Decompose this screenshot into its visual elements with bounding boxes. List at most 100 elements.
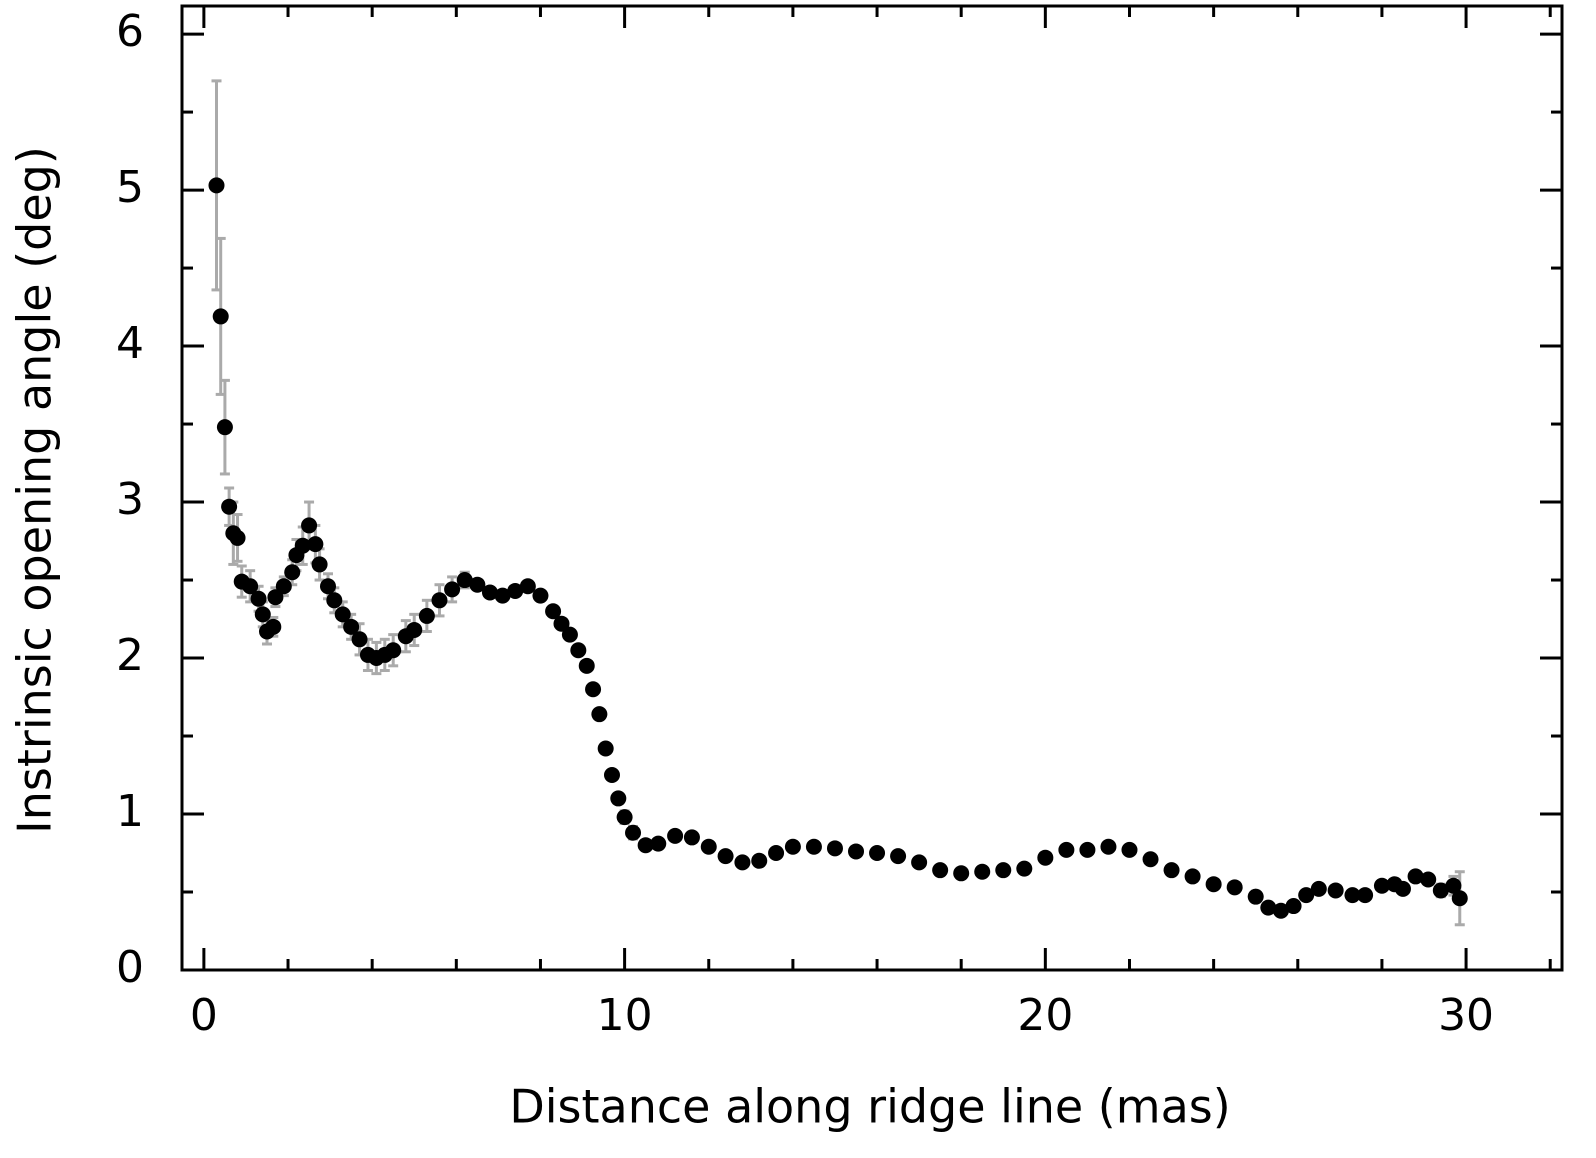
point — [343, 618, 360, 635]
x-tick-label: 30 — [1438, 990, 1494, 1041]
point — [456, 572, 473, 589]
point — [1079, 841, 1096, 858]
point — [1445, 877, 1462, 894]
point — [1016, 860, 1033, 877]
point — [616, 809, 633, 826]
point — [953, 865, 970, 882]
point — [431, 592, 448, 609]
point — [683, 829, 700, 846]
point — [700, 838, 717, 855]
point — [1344, 887, 1361, 904]
point — [307, 536, 324, 553]
point — [494, 587, 511, 604]
point — [1407, 868, 1424, 885]
point — [444, 581, 461, 598]
point — [1373, 877, 1390, 894]
point — [507, 582, 524, 599]
point — [275, 578, 292, 595]
point — [1272, 902, 1289, 919]
y-axis-label: Instrinsic opening angle (deg) — [8, 146, 62, 834]
point — [1226, 879, 1243, 896]
point — [974, 863, 991, 880]
point — [319, 578, 336, 595]
point — [650, 835, 667, 852]
plot-frame — [180, 4, 1564, 972]
point — [326, 592, 343, 609]
point — [311, 556, 328, 573]
point — [553, 615, 570, 632]
point — [1121, 841, 1138, 858]
point — [385, 642, 402, 659]
point — [545, 603, 562, 620]
point — [932, 862, 949, 879]
point — [1260, 899, 1277, 916]
point — [848, 843, 865, 860]
point — [637, 837, 654, 854]
y-tick-label: 3 — [116, 474, 144, 525]
point — [911, 854, 928, 871]
point — [242, 578, 259, 595]
point — [301, 517, 318, 534]
y-tick-label: 4 — [116, 318, 144, 369]
point — [717, 848, 734, 865]
point — [734, 854, 751, 871]
point — [532, 587, 549, 604]
point — [481, 584, 498, 601]
point — [267, 589, 284, 606]
point — [561, 626, 578, 643]
point — [1298, 887, 1315, 904]
point — [229, 529, 246, 546]
point — [1432, 882, 1449, 899]
point — [284, 564, 301, 581]
point — [597, 740, 614, 757]
point — [591, 706, 608, 723]
point — [570, 642, 587, 659]
point — [250, 590, 267, 607]
point — [585, 681, 602, 698]
point — [1205, 876, 1222, 893]
point — [1100, 838, 1117, 855]
point — [1037, 849, 1054, 866]
point — [784, 838, 801, 855]
point — [334, 606, 351, 623]
x-tick-label: 0 — [190, 990, 218, 1041]
point — [519, 578, 536, 595]
x-tick-label: 10 — [597, 990, 653, 1041]
point — [1327, 882, 1344, 899]
point — [1310, 880, 1327, 897]
point — [1142, 851, 1159, 868]
y-tick-label: 1 — [116, 786, 144, 837]
point — [221, 498, 238, 515]
x-axis-label: Distance along ridge line (mas) — [509, 1080, 1230, 1134]
point — [995, 862, 1012, 879]
x-tick-label: 20 — [1017, 990, 1073, 1041]
point — [1357, 887, 1374, 904]
point — [212, 308, 229, 325]
point — [351, 631, 368, 648]
point — [418, 607, 435, 624]
point — [1285, 898, 1302, 915]
point — [869, 845, 886, 862]
point — [469, 576, 486, 593]
point — [1184, 868, 1201, 885]
point — [254, 606, 271, 623]
point — [294, 537, 311, 554]
point — [751, 852, 768, 869]
point — [1420, 871, 1437, 888]
point — [603, 767, 620, 784]
point — [1451, 890, 1468, 907]
point — [768, 845, 785, 862]
point — [1058, 841, 1075, 858]
point — [890, 848, 907, 865]
point — [625, 824, 642, 841]
point — [805, 838, 822, 855]
y-tick-label: 0 — [116, 942, 144, 993]
point — [406, 621, 423, 638]
point — [578, 657, 595, 674]
y-tick-label: 5 — [116, 162, 144, 213]
point — [667, 827, 684, 844]
point — [265, 618, 282, 635]
point — [826, 840, 843, 857]
